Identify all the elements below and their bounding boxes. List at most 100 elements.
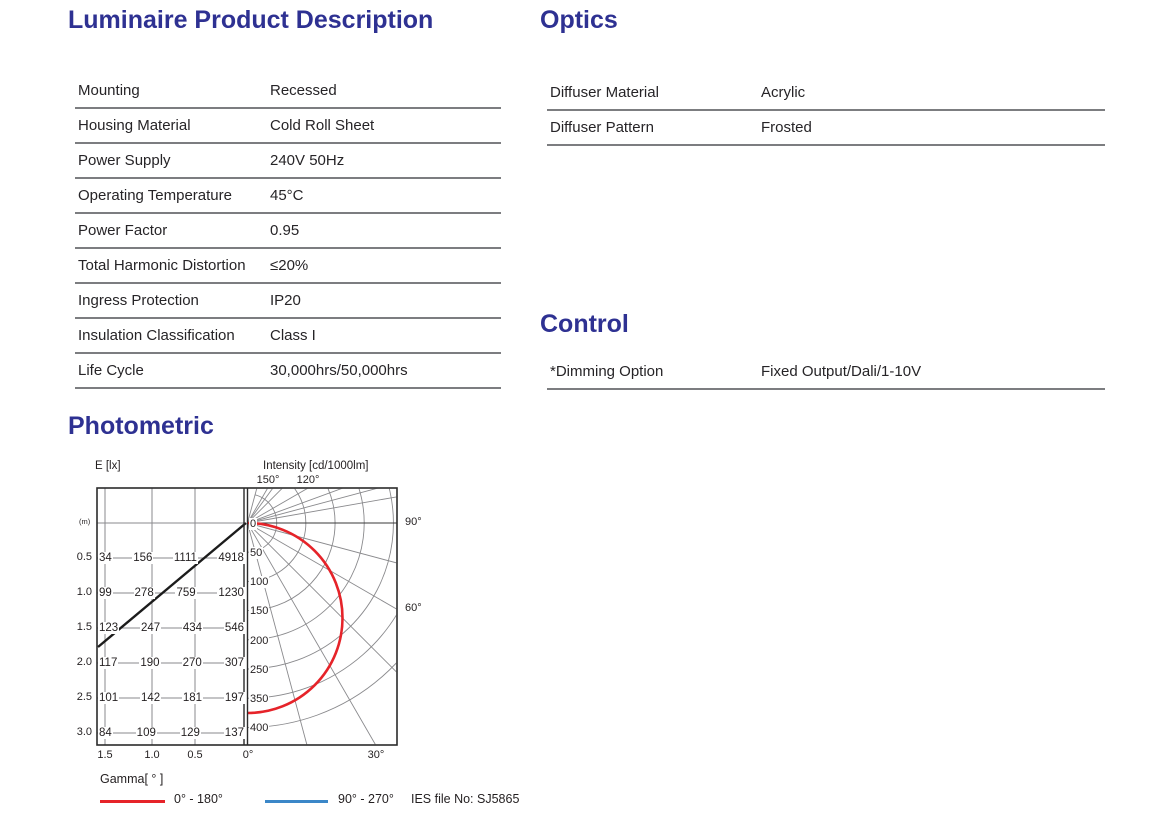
legend-label-0-180: 0° - 180° (174, 792, 223, 806)
illuminance-row: 34 156 1111 4918 (98, 550, 245, 566)
cone-value: 4918 (217, 552, 245, 564)
radial-label-50: 50 (249, 547, 264, 559)
distance-label: 1.0 (76, 586, 92, 598)
legend-blue-line (265, 800, 328, 803)
section-title-photometric: Photometric (68, 412, 214, 440)
table-row: Mounting Recessed (75, 74, 501, 109)
spec-value: Acrylic (761, 84, 806, 101)
table-row: Diffuser Pattern Frosted (547, 111, 1105, 146)
spec-value: Cold Roll Sheet (270, 117, 375, 134)
radial-label-150: 150 (249, 605, 270, 617)
cone-value: 190 (139, 657, 161, 669)
distance-label: 3.0 (76, 726, 92, 738)
beam-edge-line (97, 522, 247, 648)
table-row: Power Supply 240V 50Hz (75, 144, 501, 179)
radial-label-350: 350 (249, 693, 270, 705)
spec-label: Power Factor (78, 222, 168, 239)
intensity-label: Intensity [cd/1000lm] (263, 460, 369, 472)
distance-label: 2.5 (76, 691, 92, 703)
cone-value: 109 (135, 727, 157, 739)
cone-value: 84 (98, 727, 113, 739)
cone-value: 546 (223, 622, 245, 634)
spec-value: Recessed (270, 82, 337, 99)
ies-file-label: IES file No: SJ5865 (411, 792, 520, 806)
section-title-control: Control (540, 310, 629, 338)
table-row: Insulation Classification Class I (75, 319, 501, 354)
x-tick-1-0: 1.0 (144, 749, 160, 761)
spec-label: Life Cycle (78, 362, 144, 379)
angle-label-120: 120° (296, 474, 320, 486)
table-row: Diffuser Material Acrylic (547, 76, 1105, 111)
photometric-plot (96, 487, 398, 746)
cone-value: 156 (132, 552, 154, 564)
illuminance-row: 84 109 129 137 (98, 725, 245, 741)
radial-label-100: 100 (249, 576, 270, 588)
distance-label: 2.0 (76, 656, 92, 668)
radial-label-400: 400 (249, 722, 270, 734)
table-row: Ingress Protection IP20 (75, 284, 501, 319)
spec-value: 45°C (270, 187, 304, 204)
cone-value: 759 (175, 587, 197, 599)
spec-value: Fixed Output/Dali/1-10V (761, 363, 922, 380)
cone-value: 117 (98, 657, 119, 669)
e-lx-label: E [lx] (95, 460, 121, 472)
illuminance-row: 123 247 434 546 (98, 620, 245, 636)
spec-value: ≤20% (270, 257, 309, 274)
table-row: Life Cycle 30,000hrs/50,000hrs (75, 354, 501, 389)
spec-label: Housing Material (78, 117, 191, 134)
angle-label-0: 0° (242, 749, 254, 761)
cone-value: 197 (223, 692, 245, 704)
illuminance-row: 99 278 759 1230 (98, 585, 245, 601)
spec-value: Frosted (761, 119, 812, 136)
cone-value: 1111 (172, 552, 198, 564)
table-row: *Dimming Option Fixed Output/Dali/1-10V (547, 355, 1105, 390)
table-row: Power Factor 0.95 (75, 214, 501, 249)
legend-red-line (100, 800, 165, 803)
legend-label-90-270: 90° - 270° (338, 792, 394, 806)
table-row: Housing Material Cold Roll Sheet (75, 109, 501, 144)
spec-label: Ingress Protection (78, 292, 199, 309)
spec-label: Insulation Classification (78, 327, 235, 344)
photometric-figure: E [lx] Intensity [cd/1000lm] 150° 120° 9… (77, 458, 557, 814)
table-row: Operating Temperature 45°C (75, 179, 501, 214)
cone-value: 181 (181, 692, 204, 704)
table-row: Total Harmonic Distortion ≤20% (75, 249, 501, 284)
intensity-curve-0-180 (247, 521, 344, 715)
spec-label: Diffuser Pattern (550, 119, 654, 136)
spec-label: Mounting (78, 82, 140, 99)
cone-value: 129 (179, 727, 201, 739)
cone-value: 307 (223, 657, 245, 669)
illuminance-row: 117 190 270 307 (98, 655, 245, 671)
product-spec-table: Mounting Recessed Housing Material Cold Ro… (75, 74, 501, 389)
spec-value: 0.95 (270, 222, 300, 239)
distance-label: 0.5 (76, 551, 92, 563)
cone-value: 34 (98, 552, 113, 564)
spec-label: Power Supply (78, 152, 171, 169)
distance-label: 1.5 (76, 621, 92, 633)
cone-value: 247 (139, 622, 162, 634)
polar-grid (247, 488, 397, 745)
cone-value: 137 (223, 727, 245, 739)
meters-unit-label: (m) (79, 517, 91, 526)
x-tick-1-5: 1.5 (97, 749, 113, 761)
angle-label-30: 30° (367, 749, 385, 761)
spec-value: 240V 50Hz (270, 152, 345, 169)
cone-value: 142 (139, 692, 162, 704)
spec-label: Total Harmonic Distortion (78, 257, 246, 274)
spec-value: IP20 (270, 292, 301, 309)
x-tick-0-5: 0.5 (187, 749, 203, 761)
cone-value: 270 (181, 657, 203, 669)
spec-label: Operating Temperature (78, 187, 232, 204)
radial-label-200: 200 (249, 635, 270, 647)
control-spec-table: *Dimming Option Fixed Output/Dali/1-10V (547, 355, 1105, 390)
spec-label: *Dimming Option (550, 363, 664, 380)
spec-label: Diffuser Material (550, 84, 659, 101)
section-title-optics: Optics (540, 6, 618, 34)
optics-spec-table: Diffuser Material Acrylic Diffuser Patter… (547, 76, 1105, 146)
spec-value: Class I (270, 327, 316, 344)
gamma-label: Gamma[ ° ] (100, 772, 164, 786)
angle-label-150: 150° (256, 474, 280, 486)
illuminance-row: 101 142 181 197 (98, 690, 245, 706)
cone-value: 1230 (217, 587, 245, 599)
